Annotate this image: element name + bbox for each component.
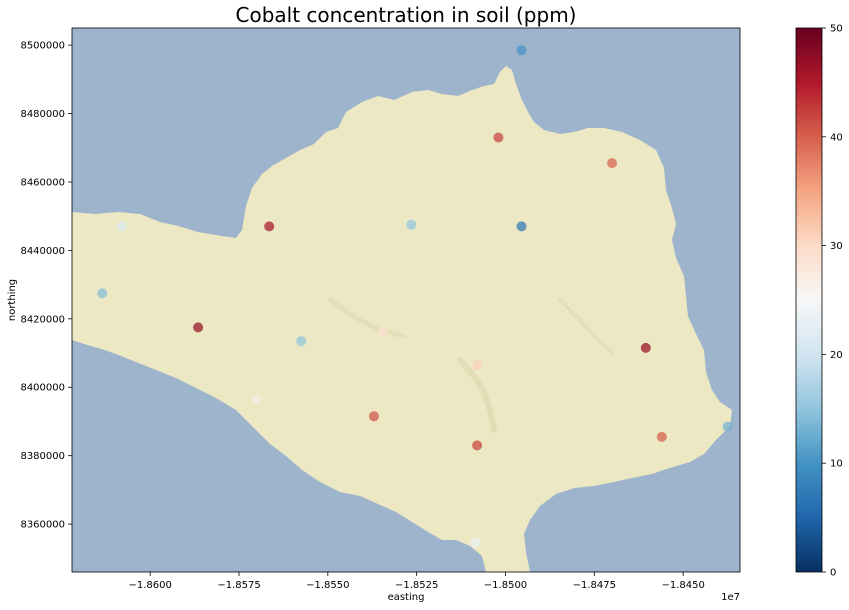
sample-point-12[interactable] (640, 342, 651, 353)
island-landmass (72, 66, 732, 572)
terrain-ridge (327, 297, 407, 339)
sample-point-4[interactable] (116, 221, 127, 232)
terrain-ridge (457, 357, 497, 433)
plot-frame (71, 27, 741, 573)
y-tick-label: 8460000 (20, 177, 65, 188)
y-axis: 8360000 8380000 8400000 8420000 8440000 84600… (20, 41, 72, 531)
colorbar-tick-label: 40 (830, 132, 843, 143)
chart-title: Cobalt concentration in soil (ppm) (236, 3, 577, 27)
colorbar-tick-label: 20 (830, 350, 843, 361)
y-tick-label: 8480000 (20, 109, 65, 120)
x-tick-label: −1.8550 (306, 580, 349, 591)
sample-point-5[interactable] (264, 221, 275, 232)
sample-point-9[interactable] (193, 322, 204, 333)
y-tick-label: 8440000 (20, 246, 65, 257)
sample-point-10[interactable] (296, 336, 307, 347)
y-tick-label: 8400000 (20, 383, 65, 394)
sample-point-2[interactable] (493, 132, 504, 143)
terrain-ridge (558, 298, 614, 354)
y-tick-label: 8380000 (20, 451, 65, 462)
colorbar-tick-label: 30 (830, 241, 843, 252)
map-plot-area[interactable] (72, 28, 740, 572)
sample-point-18[interactable] (722, 421, 733, 432)
x-tick-label: −1.8525 (395, 580, 438, 591)
x-tick-label: −1.8600 (128, 580, 171, 591)
colorbar-tick-label: 10 (830, 459, 843, 470)
x-axis-label: easting (388, 592, 425, 603)
x-tick-label: −1.8575 (217, 580, 260, 591)
sample-points-layer (97, 45, 733, 548)
colorbar-tick-label: 0 (830, 568, 836, 579)
colorbar-tick-label: 50 (830, 24, 843, 35)
y-axis-label: northing (7, 279, 18, 321)
sample-point-15[interactable] (369, 411, 379, 422)
y-tick-label: 8500000 (20, 41, 65, 52)
sample-point-3[interactable] (607, 158, 618, 169)
sample-point-11[interactable] (377, 325, 388, 336)
y-tick-label: 8420000 (20, 314, 65, 325)
colorbar-gradient (795, 27, 823, 573)
x-axis: −1.8600 −1.8575 −1.8550 −1.8525 −1.8500 −1.84… (128, 572, 705, 591)
sample-point-19[interactable] (470, 537, 481, 548)
sample-point-16[interactable] (472, 440, 483, 451)
sample-point-13[interactable] (472, 360, 483, 370)
colorbar-ticks: 0 10 20 30 40 50 (822, 24, 843, 579)
sample-point-8[interactable] (97, 288, 108, 299)
colorbar: 0 10 20 30 40 50 (795, 24, 843, 579)
x-tick-label: −1.8450 (661, 580, 704, 591)
x-axis-offset-label: 1e7 (721, 592, 740, 603)
sample-point-6[interactable] (406, 219, 417, 230)
sample-point-14[interactable] (251, 394, 262, 405)
x-tick-label: −1.8475 (573, 580, 616, 591)
sample-point-17[interactable] (656, 431, 667, 442)
y-tick-label: 8360000 (20, 520, 65, 531)
x-tick-label: −1.8500 (484, 580, 527, 591)
sample-point-1[interactable] (516, 45, 527, 56)
sample-point-7[interactable] (516, 221, 527, 232)
